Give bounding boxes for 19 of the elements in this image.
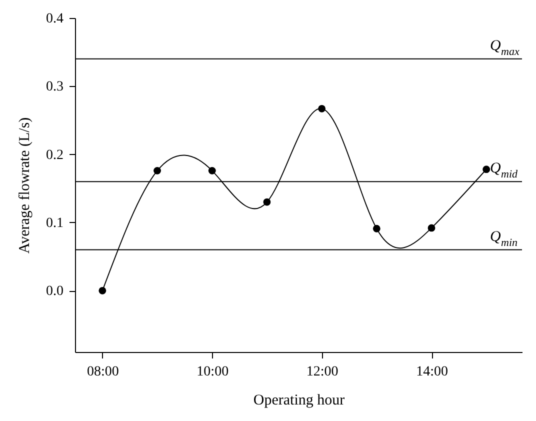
y-tick-label: 0.2: [46, 148, 64, 163]
y-tick-label: 0.1: [46, 216, 64, 231]
x-axis-title: Operating hour: [253, 392, 345, 408]
x-tick-label: 12:00: [306, 364, 338, 380]
point: [428, 224, 436, 232]
point: [372, 224, 380, 232]
x-tick-label: 10:00: [196, 364, 229, 380]
point: [208, 166, 216, 174]
y-tick-label: 0.0: [46, 284, 64, 300]
x-tick-label: 14:00: [416, 364, 448, 380]
point: [154, 166, 161, 174]
y-tick-label: 0.3: [46, 80, 64, 95]
point: [263, 198, 271, 206]
y-tick-label: 0.4: [46, 12, 64, 26]
point: [482, 166, 490, 174]
x-tick-label: 08:00: [86, 364, 119, 380]
y-axis-title: Average flowrate (L/s): [17, 117, 33, 254]
point: [318, 104, 326, 112]
point: [98, 286, 106, 294]
